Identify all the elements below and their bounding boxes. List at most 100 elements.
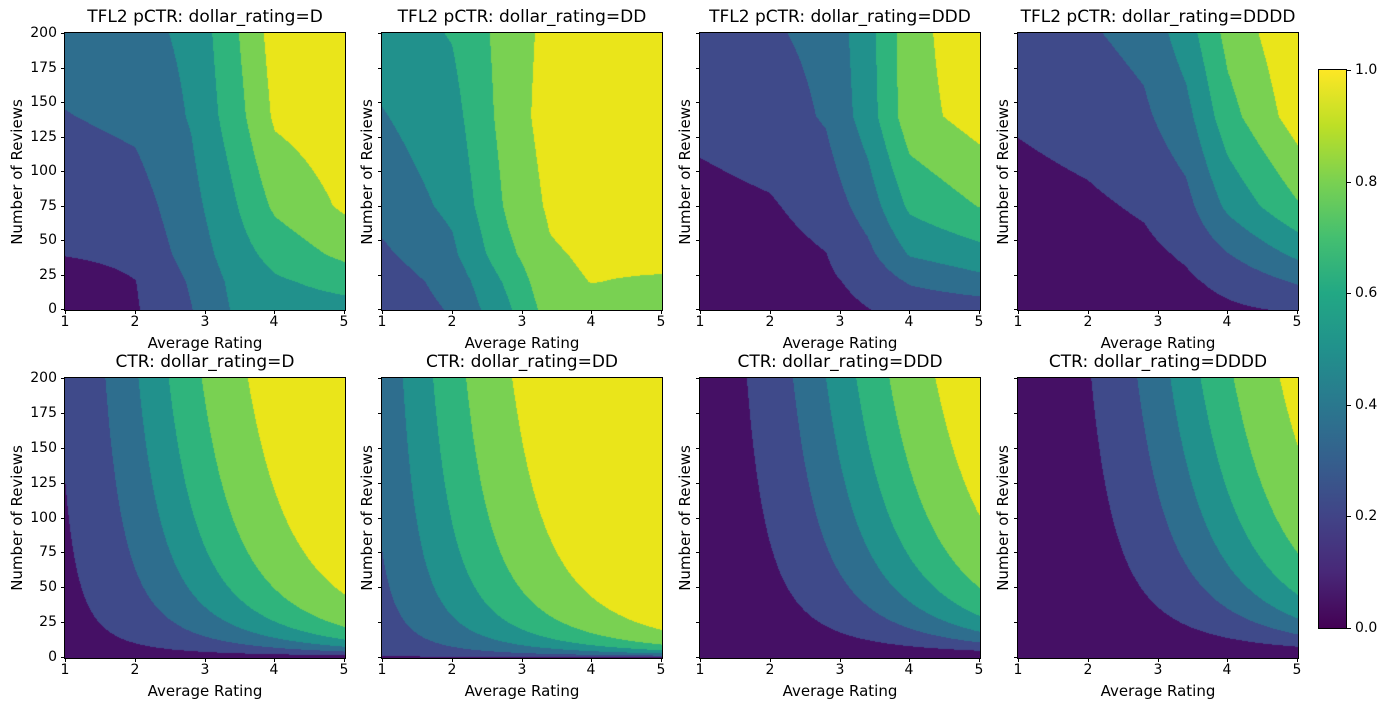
x-tick-label: 2 <box>765 314 775 330</box>
y-tick-mark <box>696 309 700 310</box>
x-tick-mark <box>382 658 383 662</box>
x-tick-mark <box>661 310 662 314</box>
x-tick-mark <box>770 658 771 662</box>
y-axis-label: Number of Reviews <box>358 98 376 245</box>
y-tick-label: 100 <box>30 163 57 179</box>
y-tick-mark <box>696 657 700 658</box>
plot-title: CTR: dollar_rating=DDDD <box>1048 352 1268 372</box>
x-axis-label: Average Rating <box>464 334 580 352</box>
plot-area <box>1014 377 1299 662</box>
x-tick-mark <box>909 310 910 314</box>
x-tick-mark <box>1088 310 1089 314</box>
y-tick-mark <box>696 378 700 379</box>
x-tick-mark <box>344 658 345 662</box>
x-tick-label: 3 <box>1153 662 1163 678</box>
y-tick-mark <box>1014 102 1018 103</box>
y-tick-mark <box>1014 552 1018 553</box>
plot-area <box>378 32 663 314</box>
x-tick-label: 1 <box>695 314 705 330</box>
colorbar-tick-label: 1.0 <box>1355 62 1378 78</box>
y-tick-mark <box>378 552 382 553</box>
y-tick-mark <box>61 137 65 138</box>
x-tick-label: 4 <box>586 662 596 678</box>
x-tick-mark <box>1158 310 1159 314</box>
contour-canvas <box>65 33 345 310</box>
x-tick-mark <box>65 658 66 662</box>
subplot-ctr-dddd: CTR: dollar_rating=DDDD Number of Review… <box>994 352 1301 700</box>
y-tick-mark <box>378 657 382 658</box>
x-tick-mark <box>1158 658 1159 662</box>
y-tick-mark <box>1014 206 1018 207</box>
contour-canvas <box>65 378 345 658</box>
subplot-tfl2-pctr-d: TFL2 pCTR: dollar_rating=D Number of Rev… <box>8 7 348 352</box>
y-tick-mark <box>61 518 65 519</box>
y-tick-mark <box>61 378 65 379</box>
colorbar-tick-label: 0.4 <box>1355 397 1378 413</box>
x-tick-label: 5 <box>656 662 666 678</box>
x-tick-label: 3 <box>517 662 527 678</box>
x-axis-label: Average Rating <box>147 682 263 700</box>
x-tick-mark <box>274 658 275 662</box>
subplot-ctr-d: CTR: dollar_rating=D Number of Reviews 0… <box>8 352 348 700</box>
y-tick-label: 150 <box>30 94 57 110</box>
y-tick-label: 0 <box>48 649 57 665</box>
y-tick-mark <box>378 413 382 414</box>
y-tick-mark <box>378 483 382 484</box>
y-tick-label: 175 <box>30 405 57 421</box>
x-tick-label: 3 <box>200 662 210 678</box>
y-tick-mark <box>696 68 700 69</box>
x-tick-label: 1 <box>695 662 705 678</box>
x-tick-label: 1 <box>60 314 70 330</box>
x-tick-label: 4 <box>904 314 914 330</box>
x-tick-label: 5 <box>656 314 666 330</box>
x-tick-mark <box>522 310 523 314</box>
contour-canvas <box>382 378 662 658</box>
colorbar-gradient <box>1318 69 1347 629</box>
x-tick-mark <box>591 658 592 662</box>
y-tick-mark <box>61 622 65 623</box>
plot-area <box>1014 32 1299 314</box>
plot-area: 0 25 50 75 100 125 150 175 200 <box>30 26 346 317</box>
colorbar-tick-mark <box>1346 628 1351 629</box>
colorbar-tick-mark <box>1346 293 1351 294</box>
x-tick-mark <box>700 658 701 662</box>
x-tick-mark <box>979 658 980 662</box>
y-tick-label: 125 <box>30 129 57 145</box>
x-tick-mark <box>382 310 383 314</box>
x-tick-mark <box>1088 658 1089 662</box>
x-tick-mark <box>344 310 345 314</box>
y-tick-mark <box>378 448 382 449</box>
y-tick-mark <box>1014 33 1018 34</box>
contour-canvas <box>700 33 980 310</box>
x-axis-label: Average Rating <box>1100 682 1216 700</box>
contour-canvas <box>700 378 980 658</box>
x-tick-mark <box>1227 658 1228 662</box>
y-tick-mark <box>61 33 65 34</box>
x-tick-label: 3 <box>200 314 210 330</box>
x-tick-label: 5 <box>1292 662 1302 678</box>
y-tick-mark <box>696 518 700 519</box>
x-tick-label: 3 <box>835 314 845 330</box>
y-tick-mark <box>61 552 65 553</box>
x-tick-label: 2 <box>130 662 140 678</box>
y-tick-mark <box>1014 622 1018 623</box>
plot-area <box>696 377 981 662</box>
y-tick-mark <box>378 240 382 241</box>
x-tick-label: 3 <box>1153 314 1163 330</box>
y-tick-mark <box>378 378 382 379</box>
y-tick-mark <box>1014 518 1018 519</box>
subplot-tfl2-pctr-dddd: TFL2 pCTR: dollar_rating=DDDD Number of … <box>994 7 1301 352</box>
y-tick-mark <box>61 483 65 484</box>
x-axis-label: Average Rating <box>464 682 580 700</box>
plot-title: TFL2 pCTR: dollar_rating=DDD <box>709 7 971 27</box>
contour-canvas <box>382 33 662 310</box>
x-axis-label: Average Rating <box>1100 334 1216 352</box>
x-tick-mark <box>205 658 206 662</box>
y-tick-mark <box>696 171 700 172</box>
y-tick-mark <box>1014 68 1018 69</box>
y-axis-label: Number of Reviews <box>994 445 1012 591</box>
x-tick-mark <box>522 658 523 662</box>
y-tick-label: 75 <box>39 198 57 214</box>
y-axis-label: Number of Reviews <box>676 445 694 591</box>
x-tick-mark <box>274 310 275 314</box>
